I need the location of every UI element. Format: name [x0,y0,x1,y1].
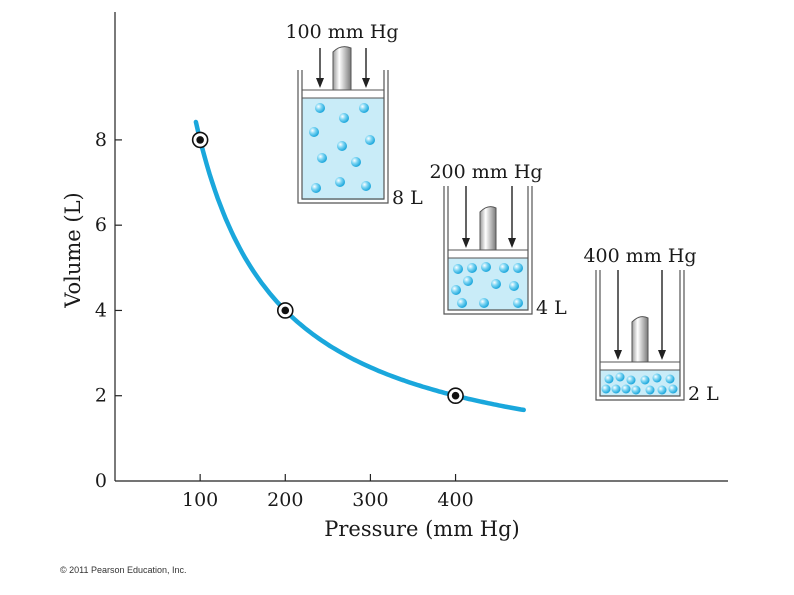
x-axis-title: Pressure (mm Hg) [324,517,519,541]
piston-1 [301,89,385,99]
y-tick-label: 2 [95,385,107,407]
force-arrow-1 [316,48,370,88]
piston-rod-3 [631,316,649,363]
x-tick-label: 200 [267,489,303,511]
force-arrow-3 [614,270,666,360]
data-point [191,131,209,149]
volume-label-2: 4 L [536,297,567,319]
x-tick-label: 100 [182,489,218,511]
y-tick-label: 4 [95,299,107,321]
cylinder-400mmhg: 400 mm Hg 2 L [583,245,719,405]
y-tick-label: 8 [95,129,107,151]
cylinder-wall-1 [297,70,389,204]
cylinder-200mmhg: 200 mm Hg 4 L [429,161,567,319]
x-tick-label: 300 [352,489,388,511]
piston-2 [447,249,529,259]
piston-rod-2 [479,206,497,251]
cylinder-wall-2 [443,186,533,315]
piston-3 [599,361,681,371]
cylinder-100mmhg: 100 mm Hg 8 L [285,21,423,209]
gas-molecules-3 [601,372,678,395]
y-tick-label: 0 [95,470,107,492]
pressure-label-1: 100 mm Hg [285,21,398,43]
gas-molecules-1 [309,103,375,193]
pressure-label-2: 200 mm Hg [429,161,542,183]
x-tick-label: 400 [437,489,473,511]
volume-label-1: 8 L [392,187,423,209]
pressure-label-3: 400 mm Hg [583,245,696,267]
gas-molecules-2 [451,262,523,308]
pv-curve [193,119,526,413]
piston-rod-1 [332,46,352,91]
data-point [276,302,294,319]
copyright-notice: © 2011 Pearson Education, Inc. [60,565,187,575]
cylinder-wall-3 [595,270,685,401]
y-tick-label: 6 [95,214,107,236]
force-arrow-2 [462,186,516,248]
y-axis-title: Volume (L) [61,192,85,308]
volume-label-3: 2 L [688,383,719,405]
data-point [447,387,464,405]
